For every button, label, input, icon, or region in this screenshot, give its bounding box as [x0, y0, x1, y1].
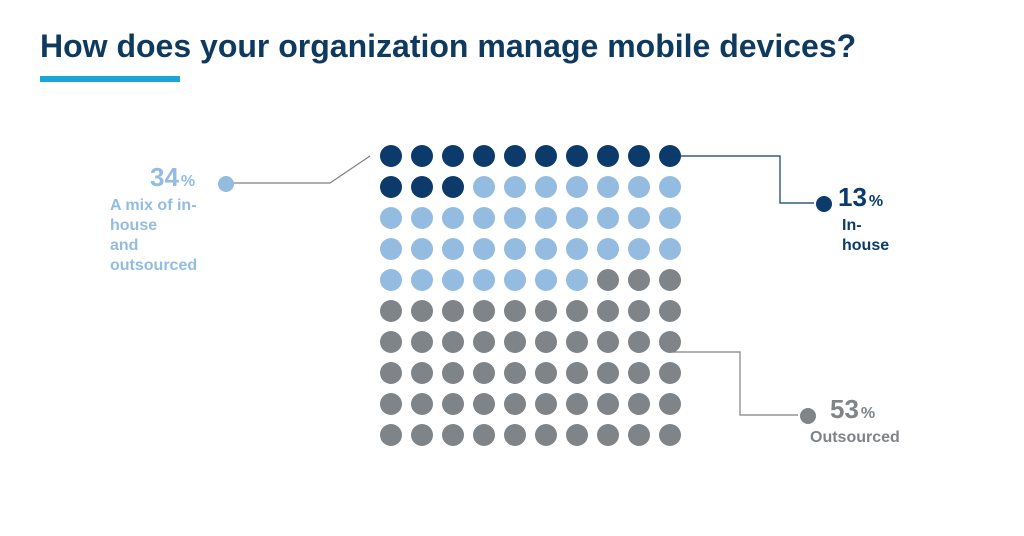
outsourced-label-text: Outsourced — [810, 428, 900, 448]
mix-label-text: A mix of in-houseand outsourced — [110, 196, 197, 276]
outsourced-label-dot — [800, 408, 816, 424]
outsourced-percent: 53% — [830, 394, 875, 425]
mix-label-dot — [218, 176, 234, 192]
inhouse-label-dot — [816, 196, 832, 212]
mix-percent: 34% — [150, 162, 195, 193]
inhouse-percent: 13% — [838, 182, 883, 213]
inhouse-label-text: In-house — [842, 216, 889, 256]
